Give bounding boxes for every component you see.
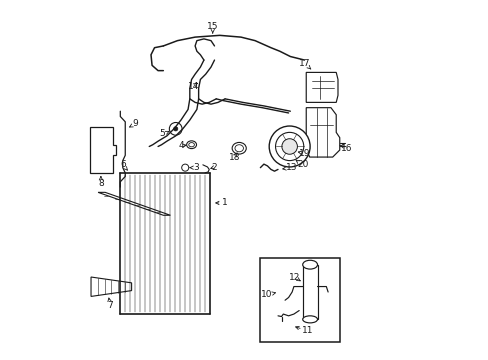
Text: 8: 8 bbox=[98, 179, 103, 188]
Bar bbox=[302, 265, 317, 319]
Text: 2: 2 bbox=[211, 163, 217, 172]
Text: 4: 4 bbox=[178, 141, 183, 150]
Text: 13: 13 bbox=[286, 163, 297, 172]
Circle shape bbox=[269, 126, 309, 167]
Text: 20: 20 bbox=[296, 159, 308, 168]
Polygon shape bbox=[98, 192, 170, 215]
Text: 11: 11 bbox=[301, 327, 312, 336]
Polygon shape bbox=[91, 277, 131, 296]
Text: 18: 18 bbox=[228, 153, 240, 162]
Ellipse shape bbox=[235, 145, 243, 152]
Text: 3: 3 bbox=[193, 163, 198, 172]
Circle shape bbox=[182, 164, 188, 171]
Text: 19: 19 bbox=[299, 149, 310, 158]
Ellipse shape bbox=[188, 143, 194, 147]
Bar bbox=[260, 258, 339, 342]
Ellipse shape bbox=[302, 260, 317, 269]
Text: 6: 6 bbox=[120, 159, 125, 168]
Text: 17: 17 bbox=[299, 59, 310, 68]
Circle shape bbox=[275, 132, 303, 161]
Text: 12: 12 bbox=[288, 273, 299, 282]
Polygon shape bbox=[90, 127, 116, 173]
Circle shape bbox=[173, 127, 178, 131]
Circle shape bbox=[281, 139, 297, 154]
Ellipse shape bbox=[232, 143, 246, 154]
Ellipse shape bbox=[302, 316, 317, 323]
Text: 14: 14 bbox=[187, 82, 199, 91]
Text: 5: 5 bbox=[160, 129, 165, 138]
Text: 10: 10 bbox=[260, 290, 271, 299]
Text: 9: 9 bbox=[132, 119, 138, 128]
Text: 16: 16 bbox=[340, 144, 352, 153]
Polygon shape bbox=[305, 108, 339, 157]
Text: 1: 1 bbox=[222, 198, 227, 207]
Ellipse shape bbox=[186, 141, 196, 149]
Circle shape bbox=[169, 122, 182, 135]
Polygon shape bbox=[305, 72, 337, 102]
Text: 15: 15 bbox=[206, 22, 218, 31]
Text: 7: 7 bbox=[107, 301, 112, 310]
